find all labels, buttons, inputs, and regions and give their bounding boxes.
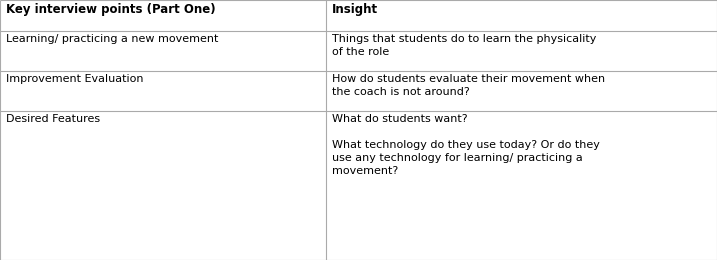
Text: Insight: Insight: [332, 3, 378, 16]
Text: How do students evaluate their movement when
the coach is not around?: How do students evaluate their movement …: [332, 74, 605, 97]
Text: What do students want?

What technology do they use today? Or do they
use any te: What do students want? What technology d…: [332, 114, 600, 176]
Text: Improvement Evaluation: Improvement Evaluation: [6, 74, 143, 84]
Text: Learning/ practicing a new movement: Learning/ practicing a new movement: [6, 34, 218, 44]
Text: Things that students do to learn the physicality
of the role: Things that students do to learn the phy…: [332, 34, 597, 57]
Text: Key interview points (Part One): Key interview points (Part One): [6, 3, 215, 16]
Text: Desired Features: Desired Features: [6, 114, 100, 124]
